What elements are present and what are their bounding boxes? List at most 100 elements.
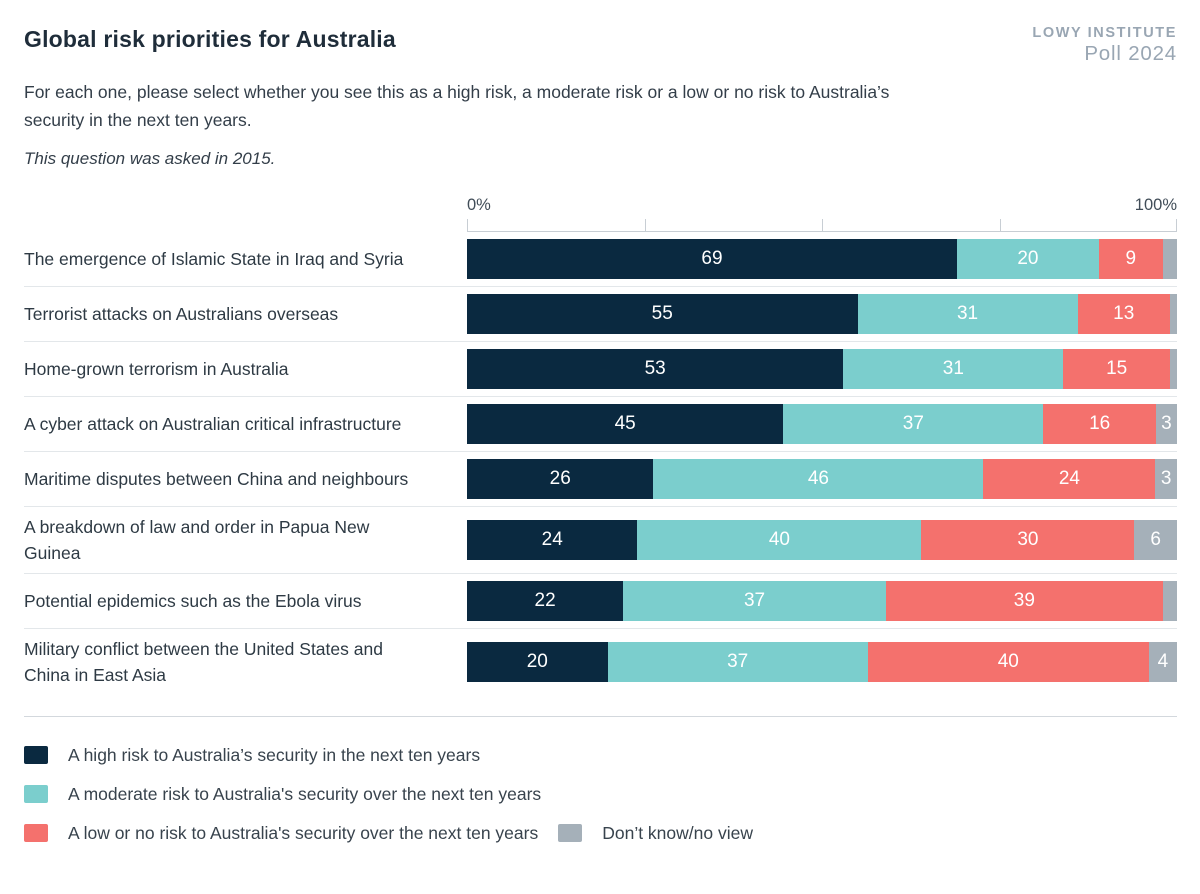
chart-row: Maritime disputes between China and neig… [24, 452, 1177, 507]
category-label: Potential epidemics such as the Ebola vi… [24, 590, 362, 611]
axis-tick [644, 218, 646, 231]
chart-row: Potential epidemics such as the Ebola vi… [24, 574, 1177, 629]
category-label: Maritime disputes between China and neig… [24, 468, 409, 489]
segment-value: 31 [942, 358, 964, 380]
bar-segment-moderate: 37 [623, 580, 886, 621]
segment-value: 3 [1160, 468, 1172, 490]
legend-item-dk: Don’t know/no view [558, 823, 753, 844]
logo-institute-text: LOWY INSTITUTE [1032, 25, 1177, 41]
legend-item-low: A low or no risk to Australia's security… [24, 823, 538, 844]
legend-row: A low or no risk to Australia's security… [24, 823, 1177, 844]
bar-segment-moderate: 31 [843, 348, 1064, 389]
category-label: Terrorist attacks on Australians oversea… [24, 303, 339, 324]
bar-segment-moderate: 37 [607, 641, 868, 682]
bar-segment-low: 24 [983, 458, 1156, 499]
chart-rows: The emergence of Islamic State in Iraq a… [24, 232, 1177, 702]
segment-value: 15 [1106, 358, 1128, 380]
axis-tick [467, 218, 468, 231]
bar-segment-dk: 3 [1155, 458, 1177, 499]
segment-value: 40 [997, 651, 1019, 673]
bar-segment-low: 15 [1063, 348, 1170, 389]
legend-label-dk: Don’t know/no view [602, 822, 753, 843]
bar-segment-dk: 3 [1155, 403, 1177, 444]
category-label: A breakdown of law and order in Papua Ne… [24, 516, 370, 563]
bar-segment-dk [1169, 293, 1177, 334]
category-label: Home-grown terrorism in Australia [24, 358, 289, 379]
legend-label-moderate: A moderate risk to Australia's security … [68, 783, 542, 804]
segment-value: 22 [534, 590, 556, 612]
legend-label-low: A low or no risk to Australia's security… [68, 822, 539, 843]
segment-value: 46 [807, 468, 829, 490]
bar-segment-dk [1169, 348, 1177, 389]
stacked-bar: 69 20 9 [467, 238, 1177, 279]
axis-labels: 0% 100% [467, 196, 1177, 215]
bar-segment-low: 40 [867, 641, 1149, 682]
chart-row: Military conflict between the United Sta… [24, 629, 1177, 702]
axis-tick [1176, 218, 1177, 231]
bar-segment-high: 22 [467, 580, 624, 621]
segment-value: 39 [1013, 590, 1035, 612]
bar-segment-moderate: 20 [956, 238, 1099, 279]
logo-poll-year-text: Poll 2024 [1084, 42, 1177, 66]
segment-value: 40 [768, 529, 790, 551]
segment-value: 6 [1150, 529, 1161, 551]
segment-value: 4 [1157, 651, 1169, 673]
legend-label-high: A high risk to Australia’s security in t… [68, 744, 481, 765]
header: Global risk priorities for Australia LOW… [24, 25, 1177, 66]
axis-label-max: 100% [1134, 195, 1177, 214]
category-label: A cyber attack on Australian critical in… [24, 413, 402, 434]
legend-item-moderate: A moderate risk to Australia's security … [24, 784, 541, 805]
bar-segment-low: 16 [1043, 403, 1156, 444]
chart-row: A cyber attack on Australian critical in… [24, 397, 1177, 452]
bar-segment-dk: 6 [1134, 519, 1177, 560]
legend-row: A moderate risk to Australia's security … [24, 784, 1177, 805]
axis: 0% 100% [24, 196, 1177, 232]
bar-segment-dk [1162, 238, 1177, 279]
legend-swatch-high [24, 746, 48, 765]
axis-tick [999, 218, 1001, 231]
stacked-bar: 20 37 40 4 [467, 641, 1177, 682]
axis-spacer [24, 196, 467, 232]
page-title: Global risk priorities for Australia [24, 26, 396, 52]
segment-value: 24 [1058, 468, 1080, 490]
segment-value: 9 [1125, 248, 1137, 270]
stacked-bar: 24 40 30 6 [467, 519, 1177, 560]
segment-value: 31 [956, 303, 979, 325]
legend-item-high: A high risk to Australia’s security in t… [24, 745, 480, 766]
bar-segment-low: 13 [1077, 293, 1170, 334]
bar-segment-moderate: 40 [637, 519, 922, 560]
bar-segment-low: 39 [885, 580, 1163, 621]
legend: A high risk to Australia’s security in t… [24, 745, 1177, 844]
axis-line [467, 218, 1177, 232]
axis-tick [822, 218, 823, 231]
chart-row: Home-grown terrorism in Australia 53 31 15 [24, 342, 1177, 397]
axis-plot: 0% 100% [467, 196, 1177, 232]
segment-value: 55 [651, 303, 673, 325]
segment-value: 20 [526, 651, 548, 673]
bar-segment-high: 53 [467, 348, 844, 389]
legend-swatch-low [24, 824, 48, 843]
bar-segment-high: 20 [467, 641, 608, 682]
legend-swatch-moderate [24, 785, 48, 804]
stacked-bar: 26 46 24 3 [467, 458, 1177, 499]
bar-segment-high: 26 [467, 458, 654, 499]
segment-value: 53 [644, 358, 666, 380]
legend-row: A high risk to Australia’s security in t… [24, 745, 1177, 766]
segment-value: 24 [541, 529, 563, 551]
segment-value: 3 [1161, 413, 1172, 435]
bar-segment-moderate: 46 [653, 458, 984, 499]
bar-segment-moderate: 37 [783, 403, 1044, 444]
stacked-bar: 53 31 15 [467, 348, 1177, 389]
segment-value: 20 [1017, 248, 1039, 270]
chart-row: Terrorist attacks on Australians oversea… [24, 287, 1177, 342]
bar-segment-high: 69 [467, 238, 957, 279]
chart-subtitle: For each one, please select whether you … [24, 81, 890, 130]
bar-segment-dk [1162, 580, 1177, 621]
lowy-institute-logo: LOWY INSTITUTE Poll 2024 [1032, 25, 1177, 66]
segment-value: 69 [701, 248, 723, 270]
stacked-bar: 45 37 16 3 [467, 403, 1177, 444]
bar-segment-high: 45 [467, 403, 784, 444]
bar-segment-low: 30 [921, 519, 1135, 560]
bar-segment-moderate: 31 [857, 293, 1078, 334]
